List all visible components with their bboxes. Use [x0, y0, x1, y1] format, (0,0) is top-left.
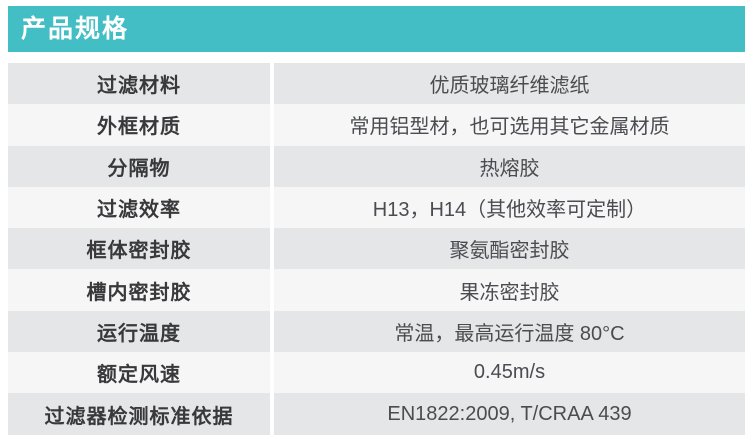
row-label: 框体密封胶 — [8, 228, 270, 270]
spec-row-frame-material: 外框材质 常用铝型材，也可选用其它金属材质 — [8, 104, 745, 146]
row-value: 热熔胶 — [274, 145, 745, 187]
product-spec-page: 产品规格 过滤材料 优质玻璃纤维滤纸 外框材质 常用铝型材，也可选用其它金属材质… — [8, 6, 745, 435]
spec-row-groove-sealant: 槽内密封胶 果冻密封胶 — [8, 269, 745, 311]
spec-row-separator: 分隔物 热熔胶 — [8, 145, 745, 187]
row-value: 0.45m/s — [274, 352, 745, 394]
spec-row-filter-material: 过滤材料 优质玻璃纤维滤纸 — [8, 63, 745, 105]
row-label: 外框材质 — [8, 104, 270, 146]
row-value: 聚氨酯密封胶 — [274, 228, 745, 270]
row-label: 过滤效率 — [8, 186, 270, 229]
row-value: H13，H14（其他效率可定制） — [274, 186, 745, 229]
row-value: 优质玻璃纤维滤纸 — [274, 63, 745, 105]
spec-row-operating-temperature: 运行温度 常温，最高运行温度 80°C — [8, 310, 745, 353]
row-label: 分隔物 — [8, 145, 270, 187]
page-title: 产品规格 — [21, 14, 130, 43]
spec-row-rated-air-velocity: 额定风速 0.45m/s — [8, 352, 745, 394]
row-value: 果冻密封胶 — [274, 269, 745, 311]
row-label: 额定风速 — [8, 352, 270, 394]
row-label: 槽内密封胶 — [8, 269, 270, 311]
row-label: 运行温度 — [8, 310, 270, 353]
row-label: 过滤器检测标准依据 — [8, 393, 270, 435]
row-value: 常温，最高运行温度 80°C — [274, 310, 745, 353]
section-header-banner: 产品规格 — [8, 6, 745, 52]
spec-row-test-standard: 过滤器检测标准依据 EN1822:2009, T/CRAA 439 — [8, 393, 745, 435]
spec-row-filtration-efficiency: 过滤效率 H13，H14（其他效率可定制） — [8, 186, 745, 229]
spec-row-frame-sealant: 框体密封胶 聚氨酯密封胶 — [8, 228, 745, 270]
row-value: 常用铝型材，也可选用其它金属材质 — [274, 104, 745, 146]
spec-table: 过滤材料 优质玻璃纤维滤纸 外框材质 常用铝型材，也可选用其它金属材质 分隔物 … — [8, 63, 745, 435]
row-value: EN1822:2009, T/CRAA 439 — [274, 393, 745, 435]
row-label: 过滤材料 — [8, 63, 270, 105]
